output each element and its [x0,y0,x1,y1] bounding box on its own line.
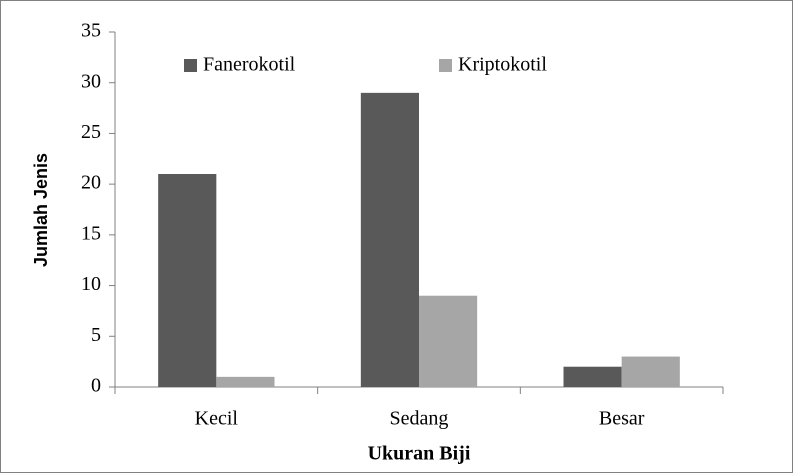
y-axis-label: Jumlah Jenis [31,153,51,267]
y-tick-label: 0 [91,375,101,397]
y-tick-label: 35 [81,20,101,42]
y-tick-label: 15 [81,222,101,244]
x-tick-label: Sedang [390,408,449,430]
bar [360,92,419,387]
bar [216,376,275,387]
bar [158,174,217,387]
y-tick-label: 30 [81,70,101,92]
legend-label: Fanerokotil [203,54,296,76]
bar [419,295,478,387]
legend-swatch [439,59,452,72]
y-tick-label: 25 [81,121,101,143]
legend-label: Kriptokotil [458,54,547,76]
legend-swatch [184,59,197,72]
x-tick-label: Besar [599,408,645,430]
y-tick-label: 10 [81,273,101,295]
bar [563,366,622,387]
bar [621,356,680,387]
x-tick-label: Kecil [195,408,239,430]
y-tick-label: 20 [81,172,101,194]
y-tick-label: 5 [91,324,101,346]
x-axis-label: Ukuran Biji [368,443,471,465]
